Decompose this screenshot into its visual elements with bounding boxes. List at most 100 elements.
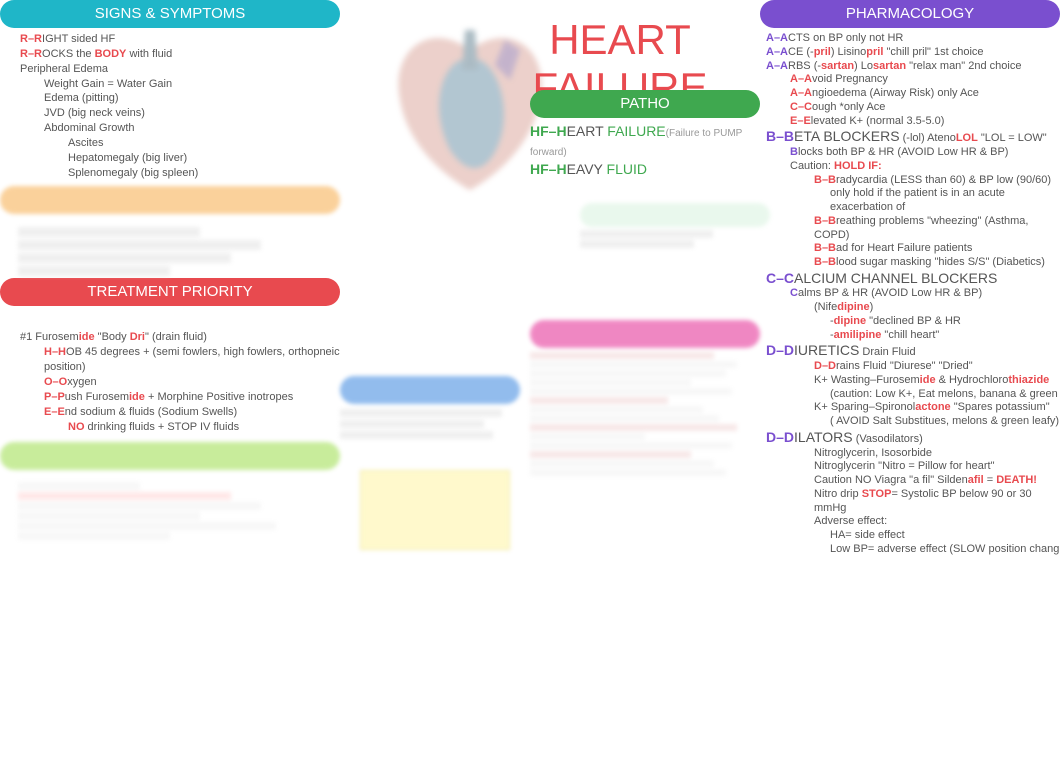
b-blocks-m: B (790, 146, 798, 158)
hepato: Hepatomegaly (big liver) (20, 151, 340, 166)
a-acts: CTS (788, 32, 810, 44)
c-ccb-m: C–C (766, 270, 794, 286)
green-blur-content (0, 474, 340, 574)
t-l3b: xygen (67, 376, 96, 388)
b-beta-m: B–B (766, 128, 794, 144)
t-l1b: ide (79, 331, 95, 343)
r-right-m: R–R (20, 33, 42, 45)
d-dil: ILATORS (794, 429, 853, 445)
a-ace-m: A–A (766, 46, 788, 58)
t-l5c: Sodium (161, 406, 198, 418)
c-calms-m: C (790, 287, 798, 299)
t-l4d: + Morphine (145, 391, 203, 403)
bb-brady: radycardia (LESS than 60) & BP low (90/6… (836, 174, 1051, 186)
edema: Edema (pitting) (20, 91, 340, 106)
d-kwast-r2: thiazide (1008, 374, 1049, 386)
bb-bad-m: B–B (814, 242, 836, 254)
d-kspar-t: "Spares potassium" (951, 401, 1050, 413)
d-kwast-r: ide (920, 374, 936, 386)
orange-bar (0, 186, 340, 214)
t-l5b: nd sodium & ﬂuids ( (65, 406, 162, 418)
t-l2b: OB 45 degrees + (semi fowlers, high fowl… (44, 346, 340, 373)
t-l6b: drinking ﬂuids + STOP IV ﬂuids (85, 421, 240, 433)
d-kwast-caut: (caution: Low K+, Eat melons, banana & g… (766, 388, 1060, 402)
treatment-header: TREATMENT PRIORITY (0, 278, 340, 306)
signs-header: SIGNS & SYMPTOMS (0, 0, 340, 28)
r-rocks-m: R–R (20, 48, 42, 60)
dd-drain: rains Fluid "Diurese" "Dried" (836, 360, 973, 372)
peripheral: Peripheral Edema (20, 62, 340, 77)
dd-drain-m: D–D (814, 360, 836, 372)
aa-angio: ngioedema (Airway Risk) only Ace (812, 87, 979, 99)
ee-k-m: E–E (790, 115, 811, 127)
d-drip-r: STOP (862, 488, 892, 500)
a-arbs-t: ) Lo (854, 60, 873, 72)
wgain: Weight Gain = Water Gain (20, 77, 340, 92)
pharm-content: A–ACTS on BP only not HR A–ACE (-pril) L… (760, 32, 1060, 557)
green-bar (0, 442, 340, 470)
t-l6a: NO (68, 421, 85, 433)
a-arbs: RBS (- (788, 60, 821, 72)
b-beta-t: (-lol) Ateno (900, 132, 956, 144)
p-l2b: EAVY (567, 161, 607, 177)
d-diur-t: Drain Fluid (859, 346, 915, 358)
d-diur-m: D–D (766, 342, 794, 358)
t-l1e: " (drain fluid) (145, 331, 207, 343)
ascites: Ascites (20, 136, 340, 151)
t-l4a: P–P (44, 391, 65, 403)
a-ace-q: "chill pril" 1st choice (883, 46, 983, 58)
a-arbs-r: sartan (821, 60, 854, 72)
spleno: Splenomegaly (big spleen) (20, 166, 340, 181)
cc-cough-m: C–C (790, 101, 812, 113)
r-rocks-body: BODY (95, 48, 127, 60)
c-dip-t: "declined BP & HR (866, 315, 961, 327)
p-l1c: FAILURE (607, 123, 665, 139)
c-calms: alms BP & HR (AVOID Low HR & BP) (798, 287, 982, 299)
orange-blur-content (0, 218, 340, 278)
bb-blood-m: B–B (814, 256, 836, 268)
bb-brady-t: only hold if the patient is in an acute … (766, 187, 1060, 215)
t-l5d: Swells) (199, 406, 238, 418)
treatment-content: #1 Furosemide "Body Dri" (drain fluid) H… (0, 310, 340, 434)
bb-blood: lood sugar masking "hides S/S" (Diabetic… (836, 256, 1045, 268)
abd: Abdominal Growth (20, 121, 340, 136)
p-l2a: HF–H (530, 161, 567, 177)
d-caut: Caution NO Viagra "a ﬁl" Silden (814, 474, 968, 486)
blue-blur (340, 406, 520, 456)
d-diur: IURETICS (794, 342, 859, 358)
r-rocks: OCKS (42, 48, 73, 60)
aa-angio-m: A–A (790, 87, 812, 99)
p-l1b: EART (567, 123, 608, 139)
c-ami-t: "chill heart" (881, 329, 939, 341)
bb-bad: ad for Heart Failure patients (836, 242, 972, 254)
c-ccb: ALCIUM CHANNEL BLOCKERS (794, 270, 997, 286)
b-caution-r: HOLD IF: (834, 160, 882, 172)
b-beta-q: "LOL = LOW" (978, 132, 1047, 144)
c-nife: (Nife (814, 301, 837, 313)
a-acts-m: A–A (766, 32, 788, 44)
d-kspar-r: actone (915, 401, 950, 413)
t-l1d: Dri (130, 331, 145, 343)
b-beta-r: LOL (956, 132, 978, 144)
cc-cough: ough *only Ace (812, 101, 885, 113)
p-l1a: HF–H (530, 123, 567, 139)
r-rocks-the: the (73, 48, 94, 60)
c-nife-r: dipine (837, 301, 869, 313)
a-arbs-r2: sartan (873, 60, 906, 72)
d-dil-t: (Vasodilators) (853, 433, 923, 445)
mid-blur-1 (580, 200, 770, 260)
t-l4c: ide (129, 391, 145, 403)
t-l1a: #1 Furosem (20, 331, 79, 343)
r-right-tail: sided HF (68, 33, 115, 45)
d-ha: HA= side effect (766, 529, 1060, 543)
t-l2a: H–H (44, 346, 66, 358)
d-nitro2: Nitroglycerin "Nitro = Pillow for heart" (766, 460, 1060, 474)
bb-brady-m: B–B (814, 174, 836, 186)
a-ace-r: pril (814, 46, 831, 58)
c-ami-r: amilipine (834, 329, 882, 341)
c-nife-t: ) (870, 301, 874, 313)
yellow-box (360, 470, 510, 550)
magenta-bar (530, 320, 760, 348)
d-dil-m: D–D (766, 429, 794, 445)
d-nitro: Nitroglycerin, Isosorbide (766, 447, 1060, 461)
